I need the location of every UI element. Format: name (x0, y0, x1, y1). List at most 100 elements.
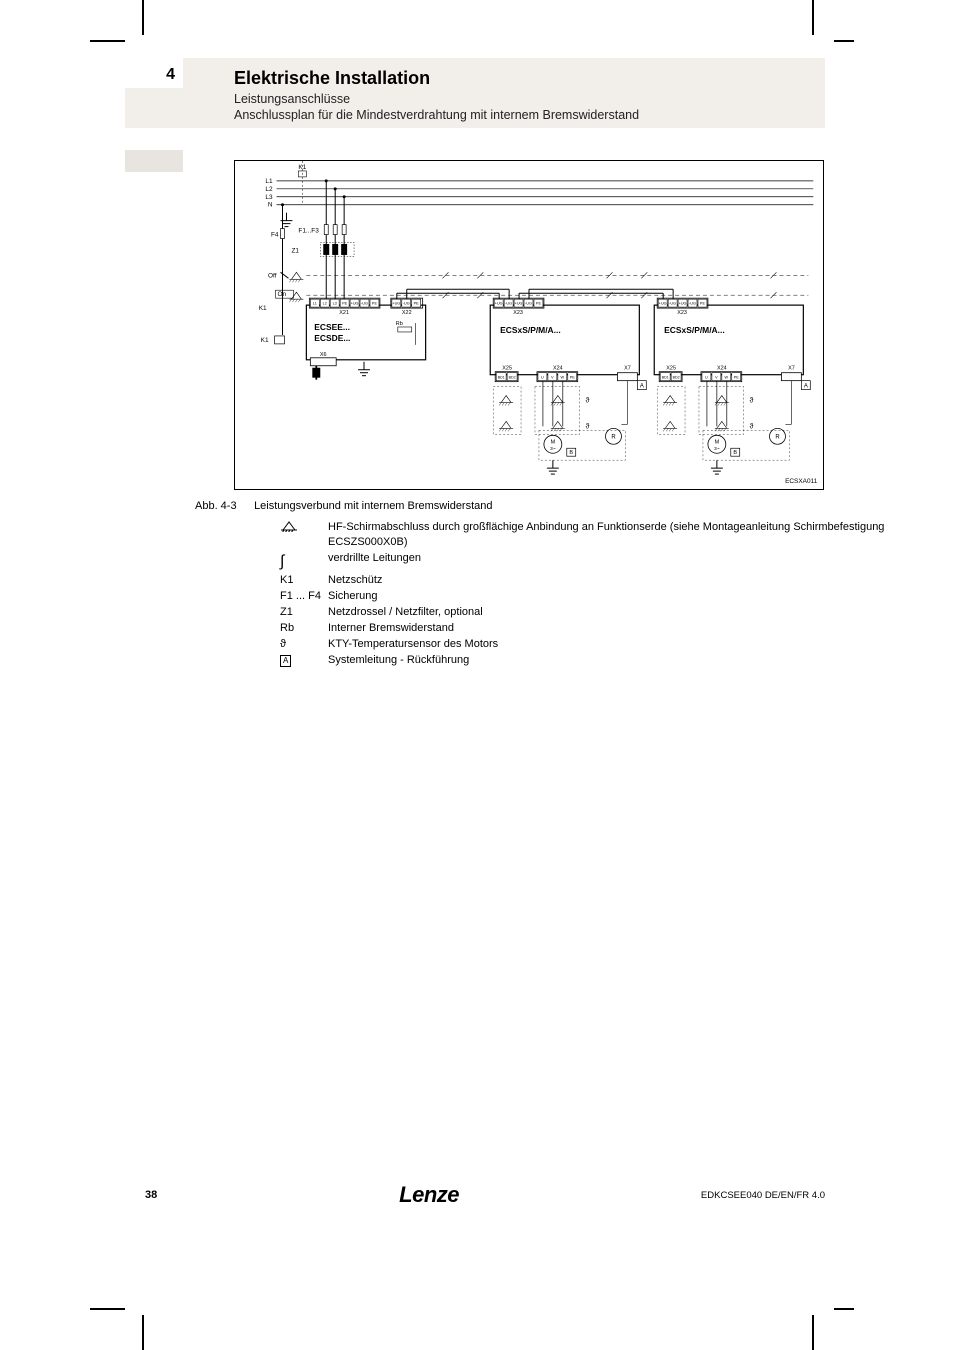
svg-text:+UG: +UG (515, 302, 523, 306)
legend-text: Netzdrossel / Netzfilter, optional (328, 605, 954, 620)
crop-mark (834, 1308, 854, 1310)
svg-text:L3: L3 (265, 194, 273, 201)
figure-caption: Abb. 4-3 Leistungsverbund mit internem B… (195, 500, 493, 512)
svg-text:PE: PE (536, 302, 542, 306)
svg-text:3~: 3~ (714, 446, 720, 452)
svg-text:L2: L2 (265, 186, 273, 193)
svg-text:ECSEE...: ECSEE... (314, 322, 350, 332)
svg-text:L1: L1 (313, 302, 317, 306)
svg-text:W: W (561, 376, 565, 380)
brand-logo: Lenze (399, 1182, 459, 1208)
svg-text:+UG: +UG (659, 302, 667, 306)
svg-text:L2: L2 (323, 302, 327, 306)
svg-text:W: W (725, 376, 729, 380)
svg-text:3~: 3~ (550, 446, 556, 452)
legend-symbol: Z1 (280, 605, 328, 620)
legend: HF-Schirmabschluss durch großflächige An… (280, 520, 954, 668)
svg-text:ECSxS/P/M/A...: ECSxS/P/M/A... (500, 325, 560, 335)
side-marker (125, 150, 183, 172)
svg-text:+UG: +UG (392, 302, 400, 306)
crop-mark (90, 40, 125, 42)
svg-text:BD1: BD1 (498, 376, 505, 380)
svg-text:X6: X6 (320, 352, 327, 358)
svg-text:A: A (640, 384, 644, 390)
subtitle-1: Leistungsanschlüsse (234, 92, 350, 106)
svg-text:ϑ: ϑ (750, 423, 754, 430)
caption-text: Leistungsverbund mit internem Bremswider… (254, 500, 492, 512)
svg-text:-UG: -UG (403, 302, 410, 306)
svg-text:BD1: BD1 (662, 376, 669, 380)
svg-text:X22: X22 (402, 310, 412, 316)
svg-text:N: N (268, 202, 273, 209)
wiring-diagram: L1L2L3NK1F1...F3F4Z1OffOnK1K1L1L2L3PE+UG… (234, 160, 824, 490)
svg-text:A: A (804, 384, 808, 390)
crop-mark (812, 1315, 814, 1350)
svg-text:ECSXA011: ECSXA011 (785, 478, 818, 485)
svg-text:Off: Off (268, 272, 277, 279)
legend-row: ASystemleitung - Rückführung (280, 653, 954, 668)
legend-symbol: A (280, 653, 328, 668)
legend-row: F1 ... F4Sicherung (280, 589, 954, 604)
svg-text:PE: PE (734, 376, 740, 380)
svg-text:BD2: BD2 (673, 376, 680, 380)
svg-text:B: B (733, 450, 737, 456)
crop-mark (812, 0, 814, 35)
svg-text:M: M (551, 439, 556, 445)
legend-text: verdrillte Leitungen (328, 551, 954, 573)
svg-text:-UG: -UG (525, 302, 532, 306)
svg-text:F4: F4 (271, 232, 279, 239)
svg-text:-UG: -UG (669, 302, 676, 306)
subtitle-2: Anschlussplan für die Mindestverdrahtung… (234, 108, 639, 122)
svg-text:X23: X23 (677, 310, 687, 316)
svg-text:B: B (569, 450, 573, 456)
svg-text:+UG: +UG (495, 302, 503, 306)
svg-text:+UG: +UG (679, 302, 687, 306)
legend-text: Netzschütz (328, 573, 954, 588)
legend-text: HF-Schirmabschluss durch großflächige An… (328, 520, 954, 550)
doc-code: EDKCSEE040 DE/EN/FR 4.0 (701, 1190, 825, 1201)
svg-text:ECSDE...: ECSDE... (314, 333, 350, 343)
svg-text:ϑ: ϑ (586, 423, 590, 430)
svg-text:-UG: -UG (505, 302, 512, 306)
svg-text:On: On (278, 291, 287, 298)
crop-mark (142, 1315, 144, 1350)
svg-text:ϑ: ϑ (586, 398, 590, 405)
svg-text:M: M (715, 439, 720, 445)
svg-text:K1: K1 (261, 337, 269, 344)
svg-text:-UG: -UG (361, 302, 368, 306)
svg-text:X23: X23 (513, 310, 523, 316)
legend-text: Systemleitung - Rückführung (328, 653, 954, 668)
svg-text:X7: X7 (788, 366, 795, 372)
legend-symbol: Rb (280, 621, 328, 636)
legend-row: K1Netzschütz (280, 573, 954, 588)
legend-row: RbInterner Bremswiderstand (280, 621, 954, 636)
legend-symbol: ∫ (280, 551, 328, 573)
svg-text:L3: L3 (333, 302, 337, 306)
caption-label: Abb. 4-3 (195, 500, 251, 512)
svg-text:Z1: Z1 (291, 247, 299, 254)
svg-text:R: R (611, 434, 616, 440)
svg-text:X25: X25 (502, 366, 512, 372)
svg-text:X25: X25 (666, 366, 676, 372)
chapter-number: 4 (125, 58, 183, 88)
svg-text:U: U (541, 376, 544, 380)
svg-text:F1...F3: F1...F3 (298, 228, 319, 235)
svg-text:L1: L1 (265, 178, 273, 185)
legend-symbol: K1 (280, 573, 328, 588)
legend-row: HF-Schirmabschluss durch großflächige An… (280, 520, 954, 550)
svg-text:X7: X7 (624, 366, 631, 372)
crop-mark (834, 40, 854, 42)
svg-text:BD2: BD2 (509, 376, 516, 380)
svg-text:X21: X21 (339, 310, 349, 316)
crop-mark (142, 0, 144, 35)
svg-text:PE: PE (700, 302, 706, 306)
legend-text: Sicherung (328, 589, 954, 604)
legend-text: Interner Bremswiderstand (328, 621, 954, 636)
svg-text:ECSxS/P/M/A...: ECSxS/P/M/A... (664, 325, 724, 335)
page-footer: 38 Lenze EDKCSEE040 DE/EN/FR 4.0 (145, 1182, 825, 1208)
svg-text:-UG: -UG (689, 302, 696, 306)
legend-row: ∫verdrillte Leitungen (280, 551, 954, 573)
svg-text:ϑ: ϑ (750, 398, 754, 405)
svg-text:Rb: Rb (396, 321, 403, 327)
legend-text: KTY-Temperatursensor des Motors (328, 637, 954, 652)
